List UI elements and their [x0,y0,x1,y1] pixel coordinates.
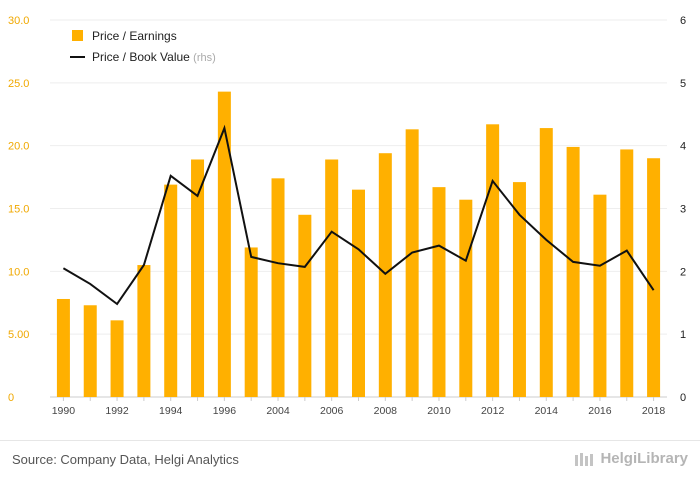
bar [110,320,124,397]
x-tick-label: 1990 [52,405,76,417]
x-tick-label: 2018 [642,405,666,417]
x-tick-label: 2016 [588,405,612,417]
y-left-tick-label: 30.0 [8,15,29,27]
bar [244,247,258,397]
y-left-tick-label: 10.0 [8,266,29,278]
y-right-tick-label: 4 [680,141,686,153]
y-left-tick-label: 25.0 [8,78,29,90]
y-right-tick-label: 5 [680,78,686,90]
bar [486,124,500,397]
bar [459,199,473,397]
x-tick-label: 2014 [535,405,559,417]
x-tick-label: 2006 [320,405,344,417]
x-tick-label: 2008 [374,405,398,417]
bar [432,187,446,397]
line-series [62,124,655,306]
x-tick-label: 2012 [481,405,505,417]
y-left-tick-label: 20.0 [8,141,29,153]
legend-label-line: Price / Book Value (rhs) [92,50,216,64]
x-tick-label: 1994 [159,405,183,417]
bar [352,189,365,397]
bar [539,128,553,397]
bar [191,159,205,397]
x-tick-label: 1992 [105,405,129,417]
bar [405,129,419,397]
y-right-tick-label: 1 [680,329,686,341]
bar [620,149,634,397]
bar [298,214,312,397]
brand-name: HelgiLibrary [600,450,688,467]
bar [378,153,392,397]
bar [593,194,607,397]
bar [566,146,580,397]
footer: Source: Company Data, Helgi Analytics He… [0,440,700,484]
bar [512,182,526,397]
library-icon [575,452,594,466]
bar [137,265,151,397]
bar [647,158,661,397]
bar [271,178,285,397]
y-right-tick-label: 2 [680,266,686,278]
y-right-tick-label: 6 [680,15,686,27]
legend-swatch-bar [72,30,83,41]
chart: 0 0 5.00 1 10.0 2 15.0 3 20.0 4 25.0 5 30.0 6 1990 1992… [8,15,686,417]
x-tick-label: 2004 [266,405,290,417]
brand-logo[interactable]: HelgiLibrary [574,450,688,467]
y-left-tick-label: 0 [8,392,14,404]
bar [325,159,339,397]
y-left-tick-label: 5.00 [8,329,29,341]
source-text: Source: Company Data, Helgi Analytics [12,452,239,467]
chart-canvas: 0 0 5.00 1 10.0 2 15.0 3 20.0 4 25.0 5 30.0 6 1990 1992… [8,15,686,417]
bar [56,298,70,397]
bar [83,305,97,397]
legend-rhs-note: (rhs) [193,52,216,64]
legend-label-bar: Price / Earnings [92,29,177,43]
y-right-tick-label: 0 [680,392,686,404]
x-tick-label: 2010 [427,405,451,417]
y-left-tick-label: 15.0 [8,204,29,216]
y-right-tick-label: 3 [680,204,686,216]
bar [217,91,231,397]
bar [164,184,178,397]
x-tick-label: 1996 [213,405,237,417]
